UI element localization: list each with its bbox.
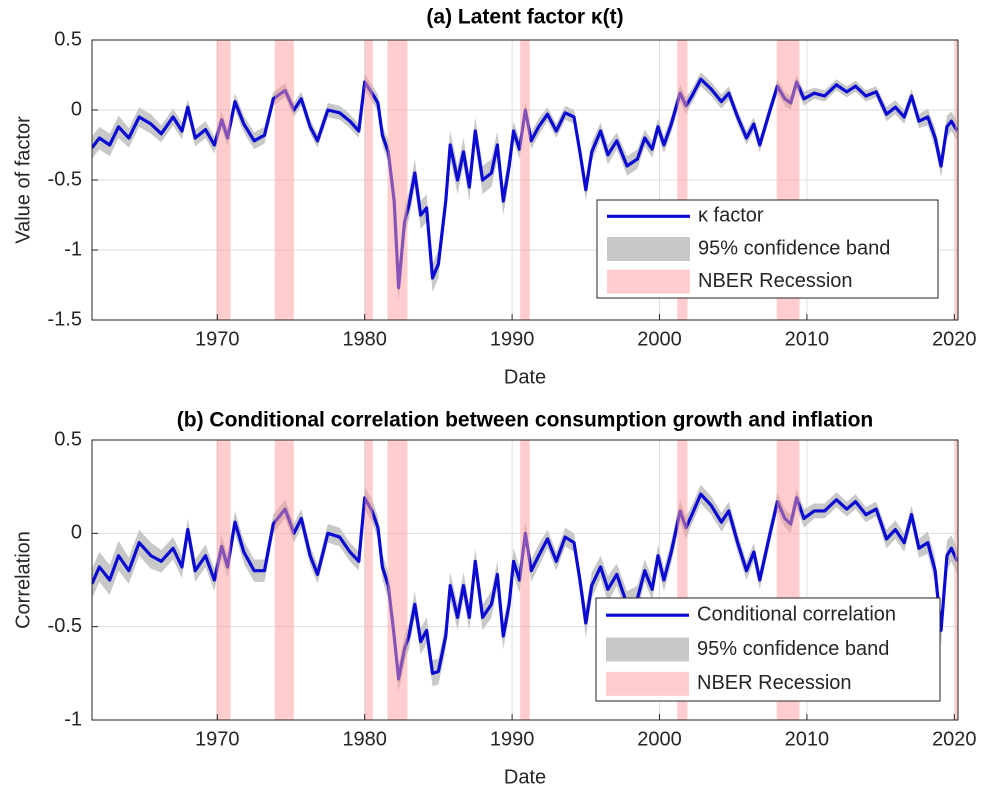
legend-swatch bbox=[607, 237, 690, 261]
legend: Conditional correlation 95% confidence ba… bbox=[595, 597, 941, 702]
y-axis-label: Correlation bbox=[12, 531, 34, 629]
recession-band bbox=[274, 40, 294, 320]
x-tick-label: 2000 bbox=[637, 328, 682, 350]
y-tick-label: -1 bbox=[64, 708, 82, 730]
recession-band bbox=[387, 440, 408, 720]
y-tick-label: -0.5 bbox=[48, 168, 82, 190]
recession-band bbox=[955, 40, 958, 320]
x-tick-label: 2000 bbox=[637, 728, 682, 750]
x-tick-label: 1990 bbox=[490, 728, 535, 750]
series-line bbox=[92, 492, 958, 681]
recession-band bbox=[216, 40, 231, 320]
chart-title: (b) Conditional correlation between cons… bbox=[177, 409, 873, 432]
legend-swatch bbox=[607, 269, 690, 294]
x-tick-label: 2010 bbox=[785, 728, 830, 750]
x-tick-label: 1970 bbox=[195, 328, 240, 350]
recession-band bbox=[677, 40, 688, 320]
series-line bbox=[92, 77, 958, 290]
recession-band bbox=[955, 440, 958, 720]
legend-label: 95% confidence band bbox=[698, 237, 890, 259]
y-tick-label: 0.5 bbox=[54, 428, 82, 450]
y-tick-label: -1 bbox=[64, 238, 82, 260]
chart-title: (a) Latent factor κ(t) bbox=[426, 6, 623, 29]
recession-band bbox=[677, 440, 688, 720]
y-tick-label: -1.5 bbox=[48, 308, 82, 330]
recession-band bbox=[364, 440, 373, 720]
x-tick-label: 2020 bbox=[932, 328, 977, 350]
y-tick-label: 0.5 bbox=[54, 28, 82, 50]
y-axis-label: Value of factor bbox=[12, 116, 34, 244]
recession-band bbox=[520, 40, 530, 320]
legend-label: NBER Recession bbox=[698, 270, 853, 292]
y-tick-label: 0 bbox=[71, 522, 82, 544]
x-axis-label: Date bbox=[504, 366, 546, 388]
recession-band bbox=[274, 440, 294, 720]
confidence-band bbox=[92, 484, 958, 692]
y-tick-label: -0.5 bbox=[48, 615, 82, 637]
x-tick-label: 1980 bbox=[342, 328, 387, 350]
recession-band bbox=[216, 440, 231, 720]
plot-area bbox=[92, 40, 958, 320]
plot-area bbox=[92, 440, 958, 720]
legend-label: κ factor bbox=[698, 205, 764, 227]
recession-band bbox=[520, 440, 530, 720]
legend-label: 95% confidence band bbox=[697, 638, 889, 660]
legend: κ factor 95% confidence band NBER Recessio… bbox=[596, 199, 939, 299]
recession-band bbox=[364, 40, 373, 320]
legend-swatch bbox=[606, 671, 689, 696]
recession-band bbox=[387, 40, 408, 320]
confidence-band bbox=[92, 72, 958, 302]
legend-swatch bbox=[606, 637, 689, 662]
legend-label: NBER Recession bbox=[697, 672, 852, 694]
x-tick-label: 1970 bbox=[195, 728, 240, 750]
plot-frame bbox=[91, 439, 959, 721]
legend-label: Conditional correlation bbox=[697, 603, 896, 625]
x-tick-label: 1990 bbox=[490, 328, 535, 350]
x-tick-label: 1980 bbox=[342, 728, 387, 750]
x-tick-label: 2020 bbox=[932, 728, 977, 750]
x-axis-label: Date bbox=[504, 766, 546, 788]
y-tick-label: 0 bbox=[71, 98, 82, 120]
x-tick-label: 2010 bbox=[785, 328, 830, 350]
